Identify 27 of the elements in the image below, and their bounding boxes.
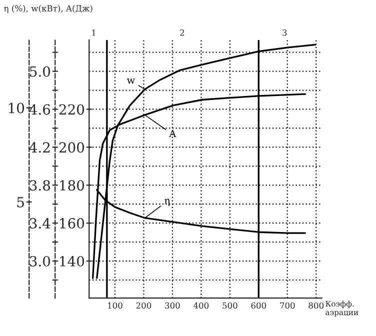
y-tick-label: 5.0 xyxy=(30,66,50,77)
text: 1 xyxy=(92,29,96,36)
series-label: η xyxy=(164,198,170,206)
y-tick-label: 3.0 xyxy=(30,256,50,267)
y3-tick-label: 5 xyxy=(17,197,24,208)
x-tick-label: 300 xyxy=(165,302,180,309)
y2-tick-label: 180 xyxy=(60,180,84,191)
x-tick-label: 100 xyxy=(108,302,122,309)
x-tick-label: 800 xyxy=(308,302,324,309)
y2-tick-label: 220 xyxy=(59,104,84,115)
y2-tick-label: 140 xyxy=(60,256,84,267)
y-tick-label: 3.8 xyxy=(30,180,50,191)
y2-tick-label: 200 xyxy=(59,142,84,153)
x-tick-label: 700 xyxy=(280,302,295,309)
y3-tick-label: 10 xyxy=(8,102,24,114)
text: 3 xyxy=(282,29,287,36)
x-tick-label: 500 xyxy=(222,302,238,309)
text: 2 xyxy=(180,29,184,36)
x-tick-label: 400 xyxy=(193,302,209,309)
y-tick-label: 3.4 xyxy=(30,218,50,229)
y-tick-label: 4.2 xyxy=(29,142,50,153)
legend-label: w xyxy=(126,78,135,84)
y2-tick-label: 160 xyxy=(60,218,84,229)
y-axis-title: η (%), w(кВт), A(Дж) xyxy=(4,5,92,14)
text: A xyxy=(169,130,176,138)
x-tick-label: 600 xyxy=(251,302,266,309)
x-tick-label: 200 xyxy=(136,302,152,309)
